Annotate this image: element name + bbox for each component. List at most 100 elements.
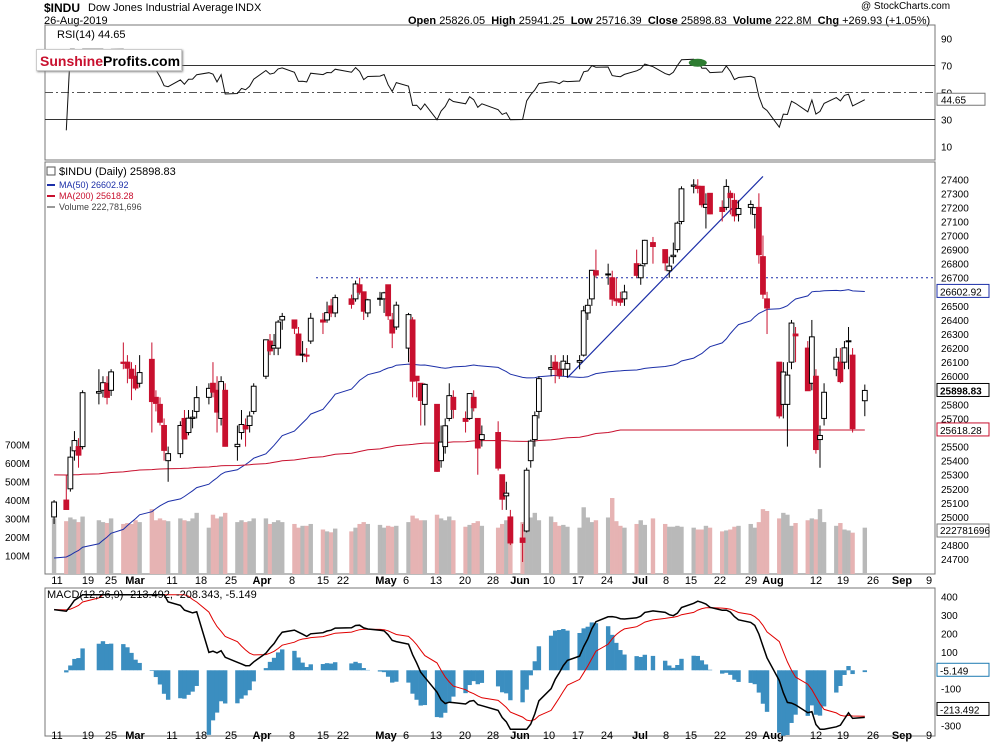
volume-bar: [365, 523, 370, 574]
x-axis-label: 15: [685, 575, 697, 587]
macd-histogram-bar: [76, 658, 81, 671]
candle-body: [450, 396, 457, 410]
candle-body: [291, 319, 298, 329]
macd-histogram-bar: [149, 670, 155, 671]
x-axis-label: 13: [430, 730, 442, 742]
volume-bar: [610, 498, 615, 574]
volume-bar: [813, 519, 819, 574]
candle-body: [849, 354, 856, 430]
volume-bar: [410, 515, 415, 574]
macd-histogram-bar: [251, 670, 256, 682]
candle-body: [210, 382, 216, 393]
x-axis-label: 10: [543, 575, 555, 587]
macd-histogram-bar: [190, 670, 195, 692]
macd-histogram-bar: [320, 664, 326, 671]
macd-histogram-bar: [308, 664, 313, 671]
macd-histogram-bar: [418, 670, 423, 706]
candle-body: [63, 499, 70, 510]
volume-tick-label: 200M: [5, 533, 30, 544]
price-tick-label: 25000: [941, 513, 969, 524]
macd-histogram-bar: [781, 670, 786, 736]
macd-histogram-bar: [72, 658, 77, 671]
macd-histogram-bar: [100, 641, 106, 671]
macd-histogram-bar: [756, 670, 762, 693]
macd-histogram-bar: [703, 664, 709, 671]
macd-histogram-bar: [165, 670, 171, 700]
candle-body: [755, 206, 762, 256]
price-tick-label: 27300: [941, 189, 969, 200]
x-axis-label: 22: [337, 575, 349, 587]
volume-tick-label: 700M: [5, 440, 30, 451]
volume-bar: [618, 525, 623, 574]
x-axis-label: 22: [714, 575, 726, 587]
volume-bar: [442, 520, 448, 574]
x-axis-label: Aug: [762, 730, 783, 742]
x-axis-label: 19: [82, 575, 94, 587]
candle-body: [523, 469, 530, 532]
volume-bar: [51, 518, 57, 574]
macd-histogram-bar: [377, 670, 383, 672]
macd-histogram-bar: [263, 668, 269, 671]
candle-body: [108, 371, 115, 391]
candle-body: [637, 265, 644, 279]
macd-histogram-bar: [332, 662, 338, 671]
price-tick-label: 26500: [941, 302, 969, 313]
candle-body: [641, 239, 648, 265]
volume-bar: [760, 509, 766, 574]
x-axis-label: Mar: [125, 575, 145, 587]
volume-bar: [149, 509, 155, 574]
volume-bar: [671, 526, 676, 574]
volume-bar: [463, 526, 468, 574]
x-axis-label: 24: [601, 730, 613, 742]
macd-histogram-bar: [622, 654, 627, 671]
macd-histogram-bar: [64, 670, 69, 673]
volume-bar: [846, 530, 851, 574]
macd-histogram-bar: [495, 670, 501, 687]
volume-tick-label: 100M: [5, 551, 30, 562]
candle-body: [674, 222, 681, 251]
candle-body: [678, 188, 685, 222]
candle-body: [79, 392, 86, 448]
macd-histogram-bar: [760, 670, 766, 704]
candle-body: [588, 269, 595, 300]
volume-bar: [218, 516, 224, 574]
volume-bar: [548, 516, 554, 574]
volume-bar: [838, 523, 843, 574]
macd-histogram-bar: [691, 655, 696, 671]
x-axis-label: Sep: [892, 575, 912, 587]
volume-bar: [434, 514, 440, 574]
candle-body: [128, 368, 135, 379]
credit-label: @ StockCharts.com: [861, 1, 951, 12]
candle-body: [246, 415, 253, 426]
candle-body: [161, 424, 167, 451]
volume-bar: [406, 522, 411, 574]
candle-body: [735, 208, 742, 215]
macd-badge: [936, 662, 990, 677]
volume-bar: [320, 529, 326, 574]
macd-histogram-bar: [764, 670, 770, 712]
price-tick-label: 26200: [941, 344, 969, 355]
volume-bar: [679, 526, 684, 574]
volume-bar: [500, 523, 505, 574]
volume-bar: [728, 529, 733, 574]
candle-body: [275, 321, 282, 349]
x-axis-label: Jul: [632, 575, 648, 587]
macd-histogram-bar: [328, 663, 334, 671]
volume-bar: [471, 523, 476, 574]
volume-bar: [638, 520, 643, 574]
volume-badge-text: 222781696: [940, 526, 990, 537]
volume-bar: [817, 509, 823, 574]
macd-histogram-bar: [577, 632, 582, 671]
volume-bar: [324, 531, 330, 574]
volume-bar: [271, 522, 277, 574]
candle-body: [124, 361, 131, 369]
macd-tick-label: 100: [941, 648, 958, 659]
candle-body: [295, 333, 302, 356]
candle-body: [434, 403, 440, 472]
volume-bar: [108, 518, 114, 574]
macd-histogram-bar: [720, 670, 725, 674]
volume-tick-label: 600M: [5, 459, 30, 470]
macd-histogram-bar: [68, 665, 73, 671]
candle-body: [584, 304, 591, 314]
volume-bar: [438, 518, 444, 574]
